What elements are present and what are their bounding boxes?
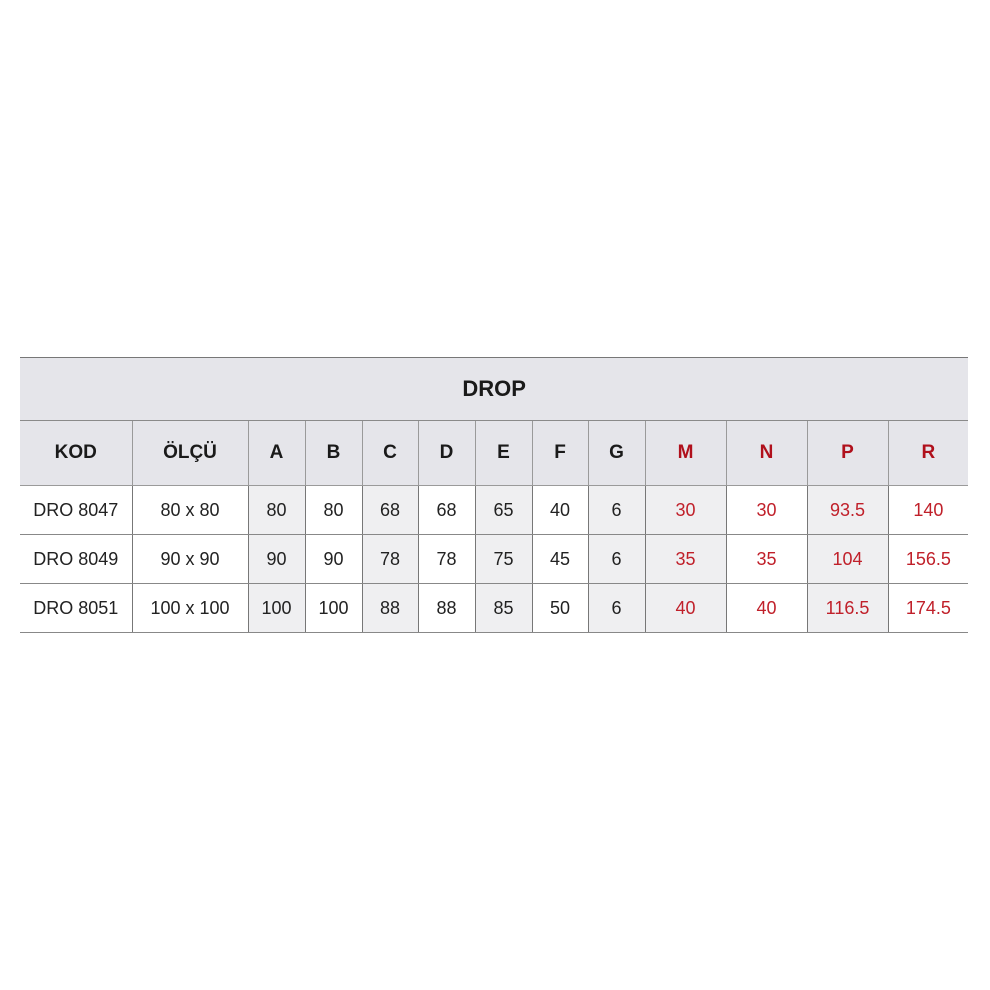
table-cell: 80	[247, 485, 306, 535]
table-cell: 68	[361, 485, 419, 535]
table-cell: 93.5	[806, 485, 889, 535]
table-cell: 100 x 100	[131, 583, 249, 633]
table-cell: DRO 8051	[20, 583, 133, 633]
table-cell: 140	[887, 485, 969, 535]
column-header-a: A	[247, 420, 306, 486]
table-cell: 50	[531, 583, 589, 633]
table-cell: 6	[587, 534, 646, 584]
column-header-c: C	[361, 420, 419, 486]
table-cell: 6	[587, 485, 646, 535]
table-cell: 88	[417, 583, 476, 633]
table-cell: 156.5	[887, 534, 969, 584]
table-row: DRO 8047 80 x 80 80 80 68 68 65 40 6 30 30 93.5 140	[20, 485, 969, 535]
table-cell: 90 x 90	[131, 534, 249, 584]
column-header-f: F	[531, 420, 589, 486]
table-cell: 78	[361, 534, 419, 584]
column-header-d: D	[417, 420, 476, 486]
column-header-m: M	[644, 420, 727, 486]
column-header-olcu: ÖLÇÜ	[131, 420, 249, 486]
table-cell: 6	[587, 583, 646, 633]
table-cell: 45	[531, 534, 589, 584]
table-cell: 80 x 80	[131, 485, 249, 535]
table-cell: 65	[474, 485, 533, 535]
dimension-table: DROP KOD ÖLÇÜ A B C D E F G M N P R DRO 8047 80 x 80 8…	[20, 357, 969, 633]
table-cell: 174.5	[887, 583, 969, 633]
column-header-b: B	[304, 420, 363, 486]
column-header-r: R	[887, 420, 969, 486]
table-cell: 90	[304, 534, 363, 584]
table-title: DROP	[20, 357, 969, 421]
table-cell: 30	[725, 485, 808, 535]
table-cell: 85	[474, 583, 533, 633]
table-cell: 104	[806, 534, 889, 584]
table-cell: 78	[417, 534, 476, 584]
table-cell: DRO 8049	[20, 534, 133, 584]
table-cell: 40	[531, 485, 589, 535]
table-row: DRO 8051 100 x 100 100 100 88 88 85 50 6 40 40 116.…	[20, 583, 969, 633]
table-row: DRO 8049 90 x 90 90 90 78 78 75 45 6 35 35 104 156.5	[20, 534, 969, 584]
table-cell: 35	[644, 534, 727, 584]
table-cell: DRO 8047	[20, 485, 133, 535]
column-header-g: G	[587, 420, 646, 486]
column-header-p: P	[806, 420, 889, 486]
column-header-kod: KOD	[20, 420, 133, 486]
header-row: KOD ÖLÇÜ A B C D E F G M N P R	[20, 420, 969, 486]
table-cell: 116.5	[806, 583, 889, 633]
table-cell: 75	[474, 534, 533, 584]
table-cell: 68	[417, 485, 476, 535]
table-cell: 90	[247, 534, 306, 584]
table-cell: 40	[644, 583, 727, 633]
table-cell: 30	[644, 485, 727, 535]
table-cell: 100	[247, 583, 306, 633]
table-cell: 88	[361, 583, 419, 633]
column-header-e: E	[474, 420, 533, 486]
table-cell: 80	[304, 485, 363, 535]
table-cell: 100	[304, 583, 363, 633]
column-header-n: N	[725, 420, 808, 486]
table-cell: 40	[725, 583, 808, 633]
table-cell: 35	[725, 534, 808, 584]
